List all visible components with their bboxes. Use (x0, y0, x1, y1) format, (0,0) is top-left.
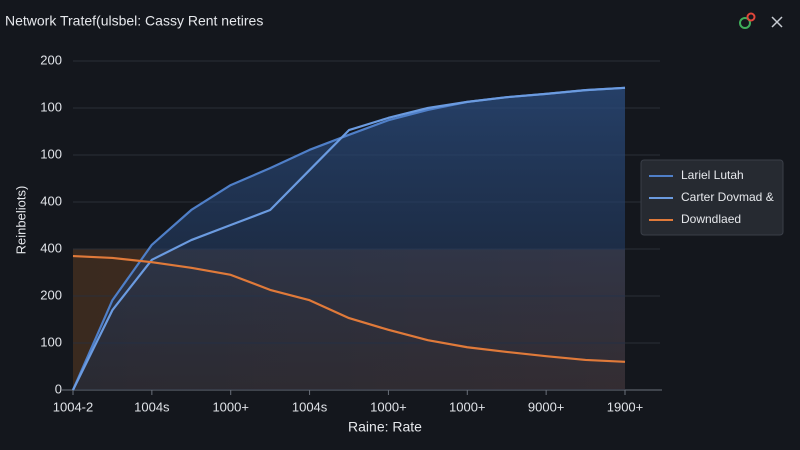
y-axis-label: Reinbeliots) (13, 186, 28, 255)
x-axis-label: Raine: Rate (348, 419, 422, 435)
y-tick-label: 400 (40, 193, 62, 208)
legend: Lariel Lutah Carter Dovmad & Downdlaed (640, 159, 784, 236)
y-tick-label: 200 (40, 287, 62, 302)
x-tick-label: 1004s (134, 399, 170, 414)
x-tick-label: 1000+ (212, 399, 249, 414)
y-tick-label: 400 (40, 240, 62, 255)
status-dot (746, 12, 756, 22)
x-tick-label: 1004-2 (53, 399, 93, 414)
legend-label: Carter Dovmad & (681, 190, 774, 204)
legend-label: Downdlaed (681, 212, 741, 226)
x-tick-label: 9000+ (528, 399, 565, 414)
y-tick-label: 100 (40, 334, 62, 349)
area (73, 87, 625, 390)
y-tick-label: 100 (40, 146, 62, 161)
window-icons (739, 12, 783, 29)
close-button[interactable] (771, 16, 783, 28)
x-tick-label: 1900+ (607, 399, 644, 414)
plot-area (62, 60, 662, 395)
y-tick-label: 0 (55, 381, 62, 396)
x-tick-label: 1000+ (449, 399, 486, 414)
status-icon[interactable] (739, 17, 751, 29)
line (72, 86, 626, 391)
y-tick-label: 200 (40, 52, 62, 67)
chart-title: Network Tratef(ulsbel: Cassy Rent netire… (5, 13, 263, 29)
line (72, 254, 626, 363)
legend-label: Lariel Lutah (681, 168, 744, 182)
x-tick-label: 1004s (292, 399, 328, 414)
x-tick-label: 1000+ (370, 399, 407, 414)
y-tick-label: 100 (40, 99, 62, 114)
legend-box (640, 159, 784, 236)
